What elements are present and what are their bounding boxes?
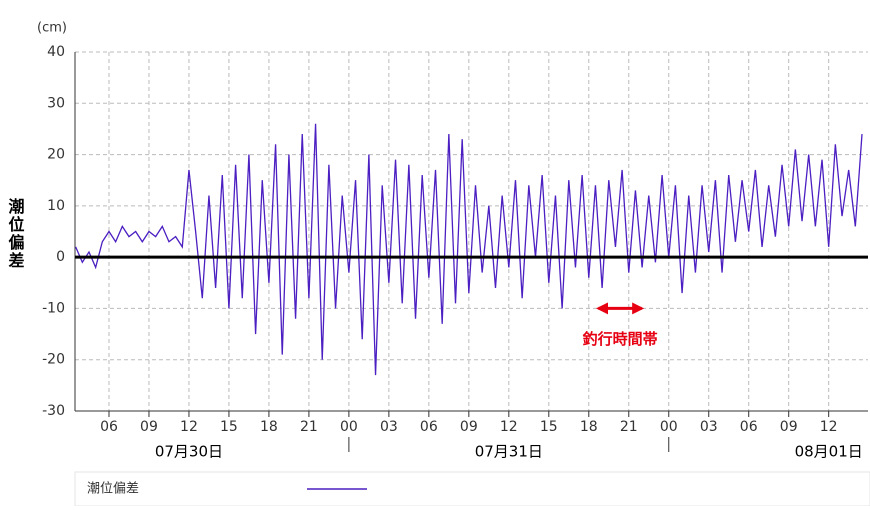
x-tick-label: 00	[340, 419, 358, 435]
x-tick-label: 15	[220, 419, 238, 435]
x-tick-label: 12	[820, 419, 838, 435]
x-tick-label: 21	[300, 419, 318, 435]
y-axis-label: 潮位偏差	[6, 197, 25, 270]
legend-label: 潮位偏差	[87, 482, 139, 497]
x-tick-label: 09	[780, 419, 798, 435]
x-tick-label: 09	[140, 419, 158, 435]
y-tick-label: -30	[42, 403, 65, 419]
x-tick-label: 21	[620, 419, 638, 435]
y-tick-label: 0	[56, 249, 65, 265]
legend-box	[74, 471, 870, 507]
x-tick-label: 15	[540, 419, 558, 435]
date-label: 07月31日	[475, 443, 543, 461]
data-line	[75, 123, 863, 376]
x-tick-label: 06	[100, 419, 118, 435]
x-tick-label: 03	[380, 419, 398, 435]
x-tick-label: 12	[180, 419, 198, 435]
x-tick-label: 03	[700, 419, 718, 435]
date-label: 07月30日	[155, 443, 223, 461]
x-tick-label: 18	[260, 419, 278, 435]
annotation-text: 釣行時間帯	[583, 330, 658, 348]
x-tick-label: 06	[420, 419, 438, 435]
x-tick-label: 00	[660, 419, 678, 435]
y-tick-label: 40	[47, 44, 65, 60]
y-tick-label: 20	[47, 147, 65, 163]
x-tick-label: 12	[500, 419, 518, 435]
y-unit: (cm)	[37, 21, 67, 36]
x-tick-label: 06	[740, 419, 758, 435]
x-tick-label: 18	[580, 419, 598, 435]
x-tick-label: 09	[460, 419, 478, 435]
y-tick-label: -10	[42, 300, 65, 316]
y-tick-label: 10	[47, 198, 65, 214]
y-tick-label: -20	[42, 352, 65, 368]
y-tick-label: 30	[47, 95, 65, 111]
date-label: 08月01日	[795, 443, 863, 461]
